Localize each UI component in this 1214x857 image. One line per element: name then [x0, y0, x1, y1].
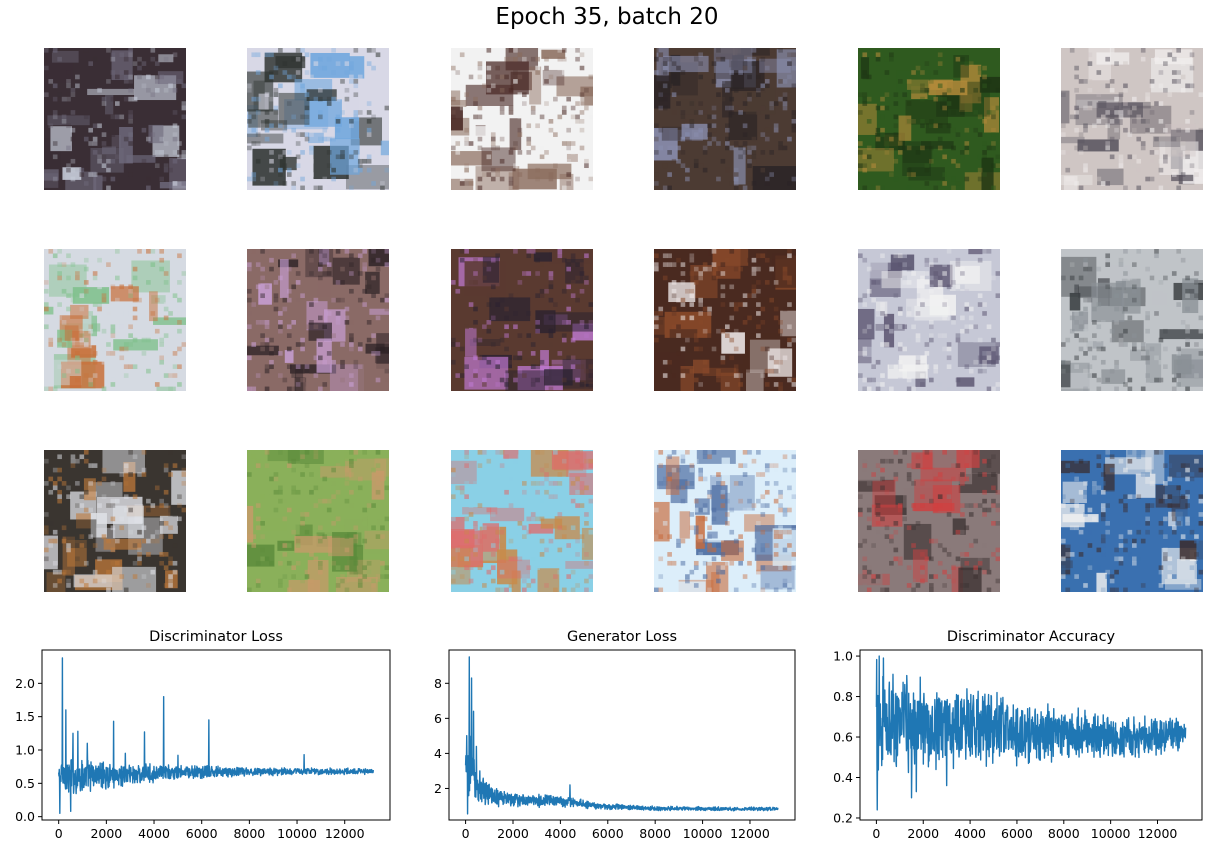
- y-tick-label: 1.0: [15, 743, 35, 758]
- axes-frame: [41, 649, 391, 821]
- x-tick-label: 0: [462, 826, 470, 841]
- generated-sample-image: [451, 48, 593, 190]
- x-tick-label: 4000: [138, 826, 170, 841]
- y-tick-label: 1.5: [15, 709, 35, 724]
- chart-title: Discriminator Accuracy: [947, 629, 1116, 645]
- generated-sample-image: [44, 48, 186, 190]
- generated-sample-image: [44, 450, 186, 592]
- y-tick-label: 8: [434, 676, 442, 691]
- y-tick-label: 0.5: [15, 776, 35, 791]
- x-tick-label: 2000: [497, 826, 529, 841]
- x-tick-label: 2000: [90, 826, 122, 841]
- x-tick-label: 8000: [639, 826, 671, 841]
- chart-title: Discriminator Loss: [149, 629, 283, 645]
- generated-sample-image: [654, 48, 796, 190]
- chart-svg: Discriminator Accuracy 0 2000 4000 6000 8000 1…: [833, 629, 1203, 841]
- x-tick-label: 2000: [907, 826, 939, 841]
- generated-sample-image: [858, 450, 1000, 592]
- x-tick-label: 12000: [1138, 826, 1178, 841]
- x-tick-label: 12000: [325, 826, 365, 841]
- x-tick-label: 6000: [186, 826, 218, 841]
- x-tick-label: 10000: [683, 826, 723, 841]
- generated-sample-image: [247, 450, 389, 592]
- chart-svg: Discriminator Loss 0 2000 4000 6000 8000 10000…: [15, 629, 391, 841]
- y-tick-label: 6: [434, 711, 442, 726]
- generated-sample-image: [247, 48, 389, 190]
- generated-sample-image: [1061, 450, 1203, 592]
- generated-sample-image: [858, 249, 1000, 391]
- axes-frame: [859, 649, 1203, 821]
- y-tick-label: 2.0: [15, 676, 35, 691]
- series-line: [464, 656, 779, 815]
- x-tick-label: 6000: [1001, 826, 1033, 841]
- y-tick-label: 1.0: [833, 649, 853, 664]
- y-tick-label: 0.2: [833, 810, 853, 825]
- generated-sample-image: [858, 48, 1000, 190]
- y-tick-label: 0.0: [15, 809, 35, 824]
- axes-frame: [448, 649, 796, 821]
- figure-title: Epoch 35, batch 20: [495, 4, 719, 30]
- generated-sample-image: [654, 249, 796, 391]
- generated-sample-image: [44, 249, 186, 391]
- x-tick-label: 10000: [1091, 826, 1131, 841]
- series-line: [57, 657, 375, 815]
- x-tick-label: 12000: [730, 826, 770, 841]
- x-tick-label: 8000: [1048, 826, 1080, 841]
- generated-sample-image: [247, 249, 389, 391]
- generated-sample-image: [1061, 249, 1203, 391]
- x-tick-label: 4000: [954, 826, 986, 841]
- x-tick-label: 8000: [233, 826, 265, 841]
- chart-title: Generator Loss: [567, 629, 677, 645]
- discriminator-loss-plot: Discriminator Loss 0 2000 4000 6000 8000 10000…: [0, 627, 391, 853]
- generator-loss-plot: Generator Loss 0 2000 4000 6000 8000 10000 1200…: [405, 627, 796, 853]
- y-tick-label: 0.8: [833, 689, 853, 704]
- x-tick-label: 4000: [544, 826, 576, 841]
- generated-sample-image: [451, 249, 593, 391]
- discriminator-accuracy-plot: Discriminator Accuracy 0 2000 4000 6000 8000 1…: [812, 627, 1203, 853]
- y-tick-label: 0.4: [833, 770, 853, 785]
- generated-sample-image: [451, 450, 593, 592]
- x-tick-label: 10000: [277, 826, 317, 841]
- chart-svg: Generator Loss 0 2000 4000 6000 8000 10000 1200…: [434, 629, 796, 841]
- x-tick-label: 6000: [592, 826, 624, 841]
- y-tick-label: 4: [434, 746, 442, 761]
- generated-sample-image: [1061, 48, 1203, 190]
- series-line: [875, 655, 1187, 811]
- x-tick-label: 0: [55, 826, 63, 841]
- generated-sample-image: [654, 450, 796, 592]
- x-tick-label: 0: [872, 826, 880, 841]
- y-tick-label: 0.6: [833, 730, 853, 745]
- y-tick-label: 2: [434, 781, 442, 796]
